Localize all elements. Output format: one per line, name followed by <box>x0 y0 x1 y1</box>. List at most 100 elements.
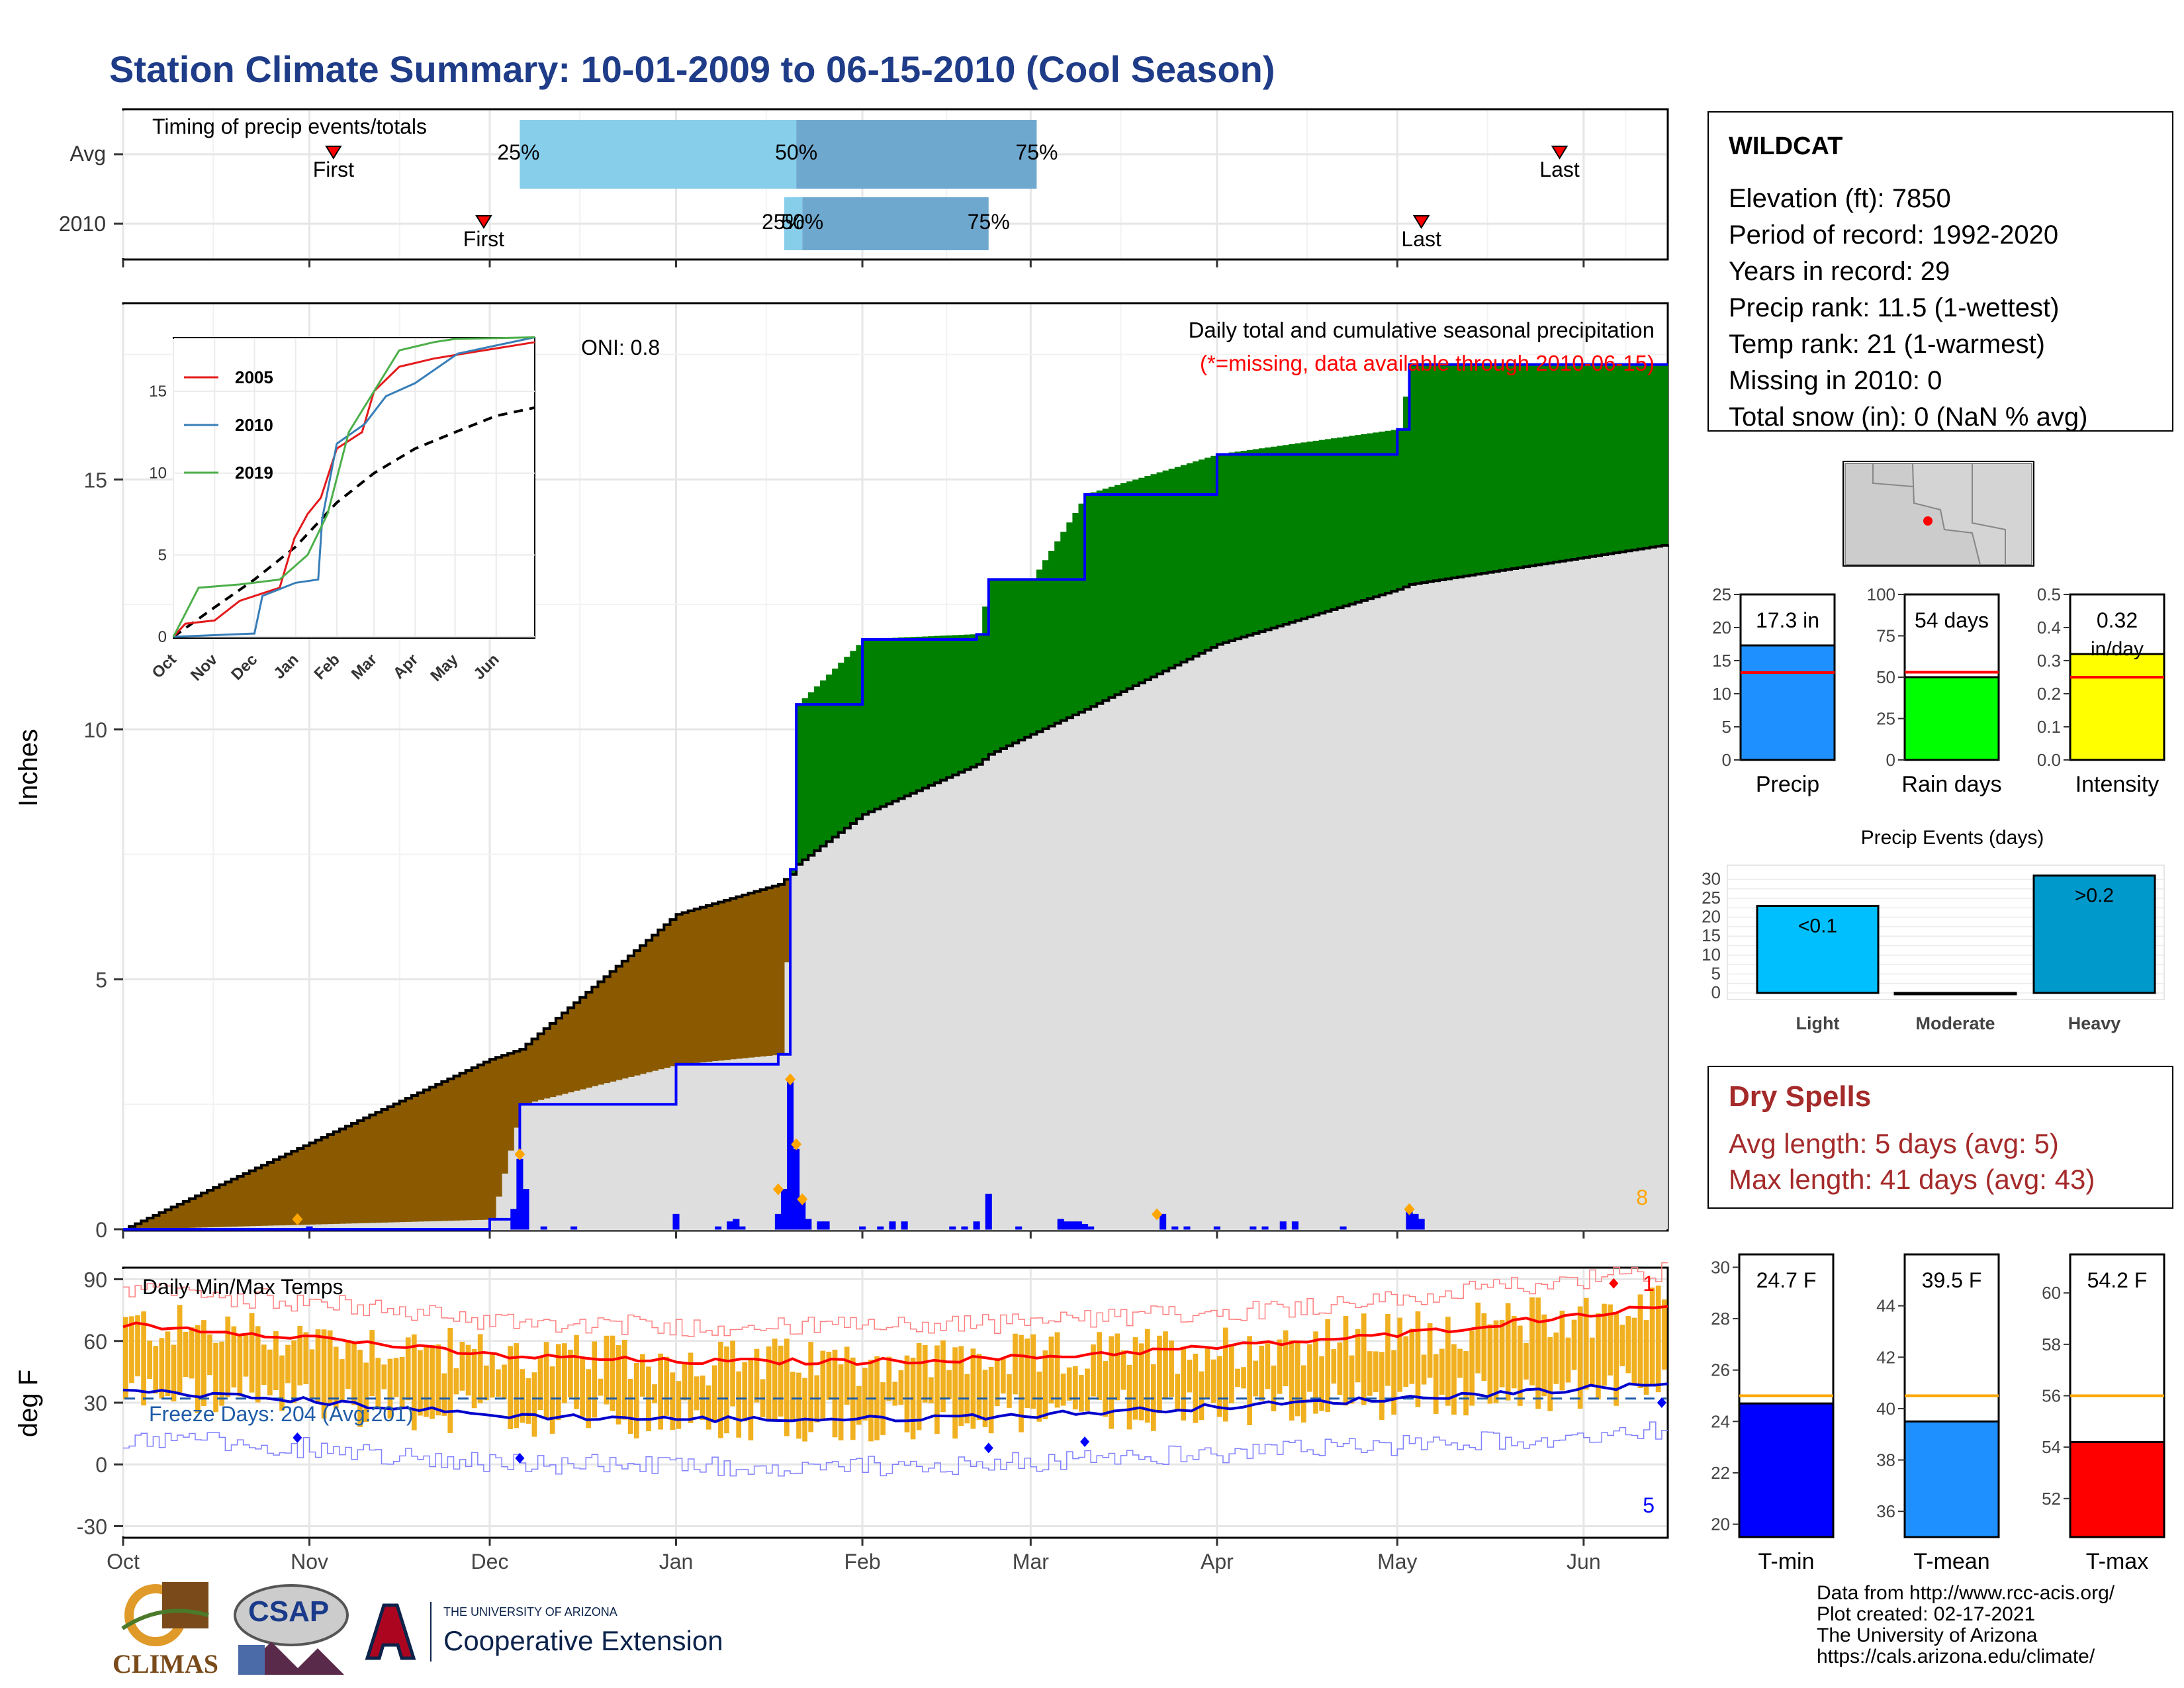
temp-summary-ytick-label: 56 <box>2042 1386 2061 1406</box>
daily-temp-bar <box>1120 1350 1126 1390</box>
timing-first-label: First <box>463 227 504 251</box>
daily-precip-bar <box>1183 1226 1191 1230</box>
daily-temp-bar <box>1169 1340 1174 1397</box>
daily-precip-bar <box>739 1226 746 1230</box>
daily-temp-bar <box>345 1340 351 1389</box>
daily-temp-bar <box>1103 1361 1109 1417</box>
daily-temp-bar <box>640 1354 645 1397</box>
daily-precip-bar <box>516 1158 523 1230</box>
daily-temp-bar <box>976 1354 982 1421</box>
daily-precip-bar <box>510 1209 518 1230</box>
daily-temp-bar <box>862 1368 868 1421</box>
daily-temp-bar <box>1655 1286 1661 1393</box>
daily-temp-bar <box>736 1371 742 1438</box>
daily-temp-bar <box>225 1316 231 1397</box>
daily-precip-bar <box>877 1226 884 1230</box>
daily-temp-bar <box>832 1349 838 1438</box>
daily-temp-bar <box>237 1335 243 1397</box>
daily-temp-bar <box>177 1305 183 1395</box>
daily-precip-bar <box>774 1213 782 1230</box>
record-precip-marker <box>772 1183 784 1196</box>
daily-precip-bar <box>985 1194 992 1230</box>
daily-temp-bar <box>742 1362 748 1422</box>
summary-ytick-label: 5 <box>1722 717 1731 737</box>
oni-label: ONI: 0.8 <box>581 336 660 359</box>
daily-precip-bar <box>733 1219 740 1230</box>
events-ytick-label: 20 <box>1702 907 1721 927</box>
daily-temp-bar <box>147 1340 153 1379</box>
daily-precip-bar <box>1171 1226 1179 1230</box>
daily-precip-bar <box>727 1221 734 1230</box>
daily-precip-bar <box>1081 1223 1089 1230</box>
daily-temp-bar <box>430 1344 435 1419</box>
daily-temp-bar <box>453 1368 459 1395</box>
daily-temp-bar <box>1313 1331 1318 1414</box>
daily-temp-bar <box>1181 1346 1187 1421</box>
record-precip-marker <box>514 1148 525 1160</box>
summary-bar-value-unit: in/day <box>2091 638 2144 660</box>
timing-bar-25-50 <box>784 197 803 250</box>
inset-ytick-label: 5 <box>158 546 167 564</box>
inset-line-2005 <box>172 341 535 638</box>
daily-temp-bar <box>1583 1297 1589 1390</box>
temp-summary-ytick-label: 58 <box>2042 1335 2061 1354</box>
daily-temp-bar <box>868 1359 874 1442</box>
daily-temp-bar <box>808 1342 814 1432</box>
temp-ylabel: deg F <box>14 1370 43 1437</box>
timing-first-marker <box>475 215 492 229</box>
daily-temp-bar <box>285 1344 291 1383</box>
daily-temp-bar <box>1475 1302 1481 1374</box>
timing-first-label: First <box>313 158 354 181</box>
ua-logo-small-text: THE UNIVERSITY OF ARIZONA <box>443 1605 617 1618</box>
daily-temp-bar <box>1289 1340 1295 1421</box>
daily-temp-bar <box>1451 1344 1457 1415</box>
daily-temp-bar <box>1349 1355 1355 1404</box>
timing-p50-label: 50% <box>775 140 817 164</box>
daily-temp-bar <box>195 1325 201 1413</box>
temp-ytick-label: 30 <box>83 1391 107 1415</box>
daily-temp-bar <box>441 1373 447 1416</box>
temp-ytick-label: -30 <box>77 1515 107 1538</box>
timing-p25-label: 25% <box>762 210 804 234</box>
summary-ytick-label: 0.1 <box>2037 717 2061 737</box>
daily-temp-bar <box>1409 1329 1415 1384</box>
daily-temp-bar <box>1547 1336 1553 1411</box>
daily-temp-bar <box>1565 1337 1571 1383</box>
daily-temp-bar <box>610 1335 615 1411</box>
daily-temp-bar <box>249 1313 255 1393</box>
record-low-marker <box>1080 1436 1090 1448</box>
temp-summary-bar <box>1738 1402 1835 1538</box>
daily-temp-bar <box>1091 1344 1096 1397</box>
record-precip-marker <box>791 1138 802 1150</box>
daily-precip-bar <box>522 1189 529 1230</box>
daily-temp-bar <box>802 1378 807 1442</box>
daily-temp-bar <box>1126 1364 1132 1430</box>
footer-created: Plot created: 02-17-2021 <box>1817 1603 2036 1625</box>
daily-temp-bar <box>1463 1351 1469 1416</box>
summary-bar <box>1903 676 2000 761</box>
summary-ytick-label: 0.4 <box>2037 618 2061 637</box>
station-info-box: WILDCAT Elevation (ft): 7850 Period of r… <box>1707 111 2173 432</box>
inset-legend-label: 2005 <box>235 367 273 387</box>
daily-temp-bar <box>712 1365 717 1423</box>
daily-temp-bar <box>1439 1348 1445 1395</box>
daily-temp-bar <box>165 1331 171 1396</box>
daily-temp-bar <box>1499 1319 1505 1387</box>
daily-temp-bar <box>705 1385 711 1430</box>
summary-ytick-label: 50 <box>1876 667 1895 687</box>
daily-temp-bar <box>1205 1347 1210 1399</box>
location-map <box>1843 461 2034 567</box>
daily-temp-bar <box>471 1348 477 1409</box>
daily-precip-bar <box>1250 1226 1257 1230</box>
summary-ytick-label: 0.5 <box>2037 585 2061 604</box>
daily-temp-bar <box>1385 1313 1390 1386</box>
daily-temp-bar <box>1571 1319 1577 1370</box>
daily-temp-bar <box>1036 1371 1042 1422</box>
daily-temp-bar <box>1271 1365 1277 1411</box>
daily-temp-bar <box>1078 1375 1084 1412</box>
events-ytick-label: 5 <box>1711 963 1721 983</box>
events-bar <box>1756 904 1880 994</box>
record-high-line <box>123 1262 1668 1337</box>
daily-temp-bar <box>1445 1317 1451 1406</box>
temp-summary-label: T-max <box>2086 1549 2148 1574</box>
